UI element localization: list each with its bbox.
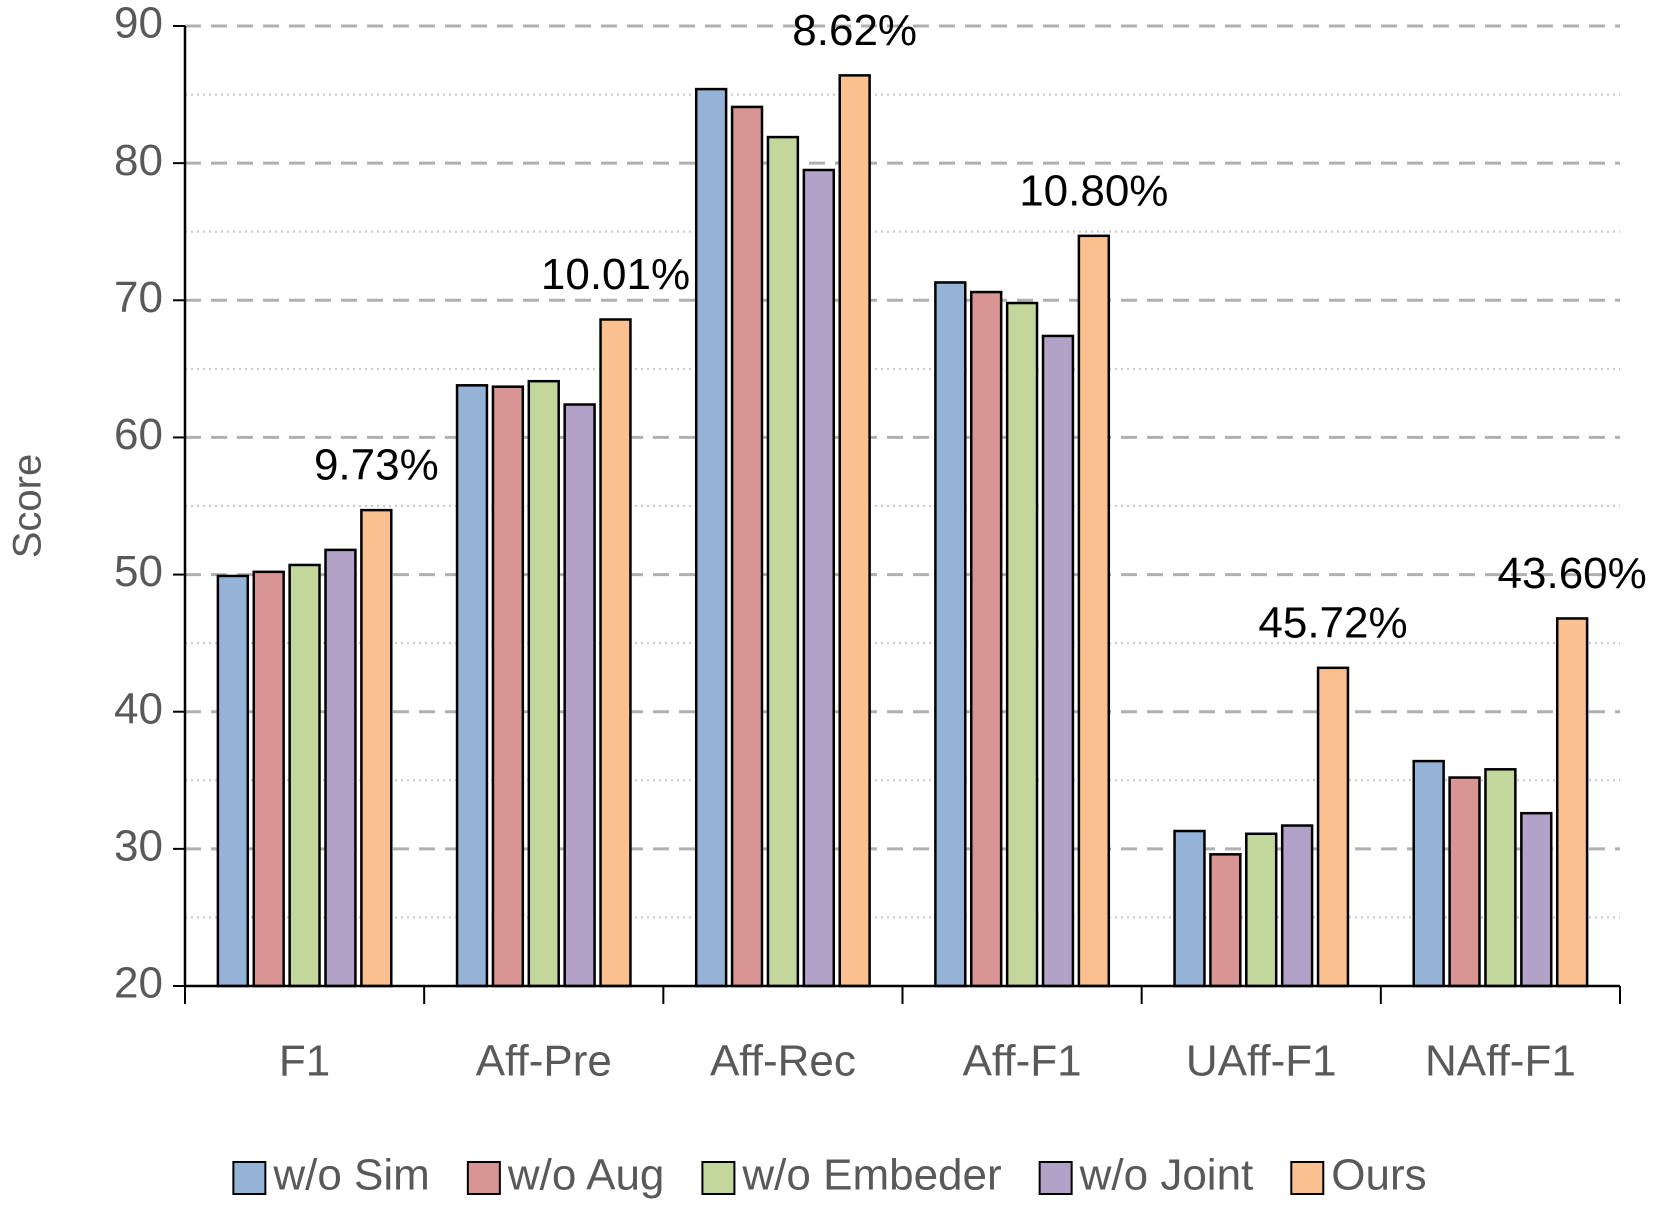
bar [360, 508, 393, 988]
x-tick-label: Aff-Pre [476, 1037, 612, 1086]
x-tick-label: Aff-Rec [710, 1037, 856, 1086]
annotation: 10.01% [541, 250, 690, 299]
x-tick-label: UAff-F1 [1186, 1037, 1337, 1086]
annotation: 10.80% [1019, 166, 1168, 215]
legend-label: w/o Sim [272, 1151, 429, 1200]
bar [934, 281, 967, 988]
bar [1209, 853, 1242, 988]
bar [1041, 334, 1075, 988]
bar [1077, 234, 1111, 988]
legend-label: Ours [1331, 1151, 1426, 1200]
bar [970, 290, 1003, 988]
bar [1412, 759, 1445, 988]
y-tick-label: 60 [114, 410, 163, 459]
legend-label: w/o Aug [507, 1151, 665, 1200]
bar [563, 403, 596, 988]
annotation: 45.72% [1258, 598, 1407, 647]
annotation: 43.60% [1498, 549, 1647, 598]
y-tick-label: 80 [114, 136, 163, 185]
x-tick-label: NAff-F1 [1425, 1037, 1576, 1086]
y-tick-label: 50 [114, 547, 163, 596]
y-tick-label: 40 [114, 684, 163, 733]
bar [1555, 617, 1589, 988]
bar [1280, 824, 1314, 988]
legend-swatch [232, 1161, 267, 1195]
bar [1173, 829, 1206, 988]
bar [455, 384, 489, 988]
bar [838, 74, 871, 988]
bar [1316, 666, 1350, 988]
bar [599, 318, 632, 988]
legend-label: w/o Embeder [741, 1151, 1001, 1200]
annotation: 8.62% [792, 6, 917, 55]
bar [1484, 768, 1517, 988]
legend-swatch [466, 1161, 501, 1195]
y-axis-label: Score [6, 454, 50, 559]
bar [1448, 776, 1481, 988]
bar [766, 135, 800, 988]
legend-label: w/o Joint [1079, 1151, 1254, 1200]
x-tick-label: Aff-F1 [963, 1037, 1082, 1086]
legend-swatch [1290, 1161, 1325, 1195]
bar [1005, 301, 1039, 988]
bar [1520, 811, 1553, 988]
y-tick-label: 20 [114, 959, 163, 1008]
bar [802, 168, 835, 988]
bar [694, 87, 728, 988]
bar [1245, 832, 1278, 988]
bar [491, 385, 525, 988]
bar [252, 570, 285, 988]
bar [527, 379, 560, 988]
annotation: 9.73% [314, 441, 439, 490]
x-tick-label: F1 [279, 1037, 330, 1086]
legend-swatch [1038, 1161, 1073, 1195]
bar [288, 563, 321, 988]
y-tick-label: 30 [114, 821, 163, 870]
bar [324, 548, 357, 988]
legend-swatch [701, 1161, 736, 1195]
y-tick-label: 90 [114, 0, 163, 48]
bar [216, 574, 250, 988]
bar [730, 105, 764, 988]
y-tick-label: 70 [114, 273, 163, 322]
